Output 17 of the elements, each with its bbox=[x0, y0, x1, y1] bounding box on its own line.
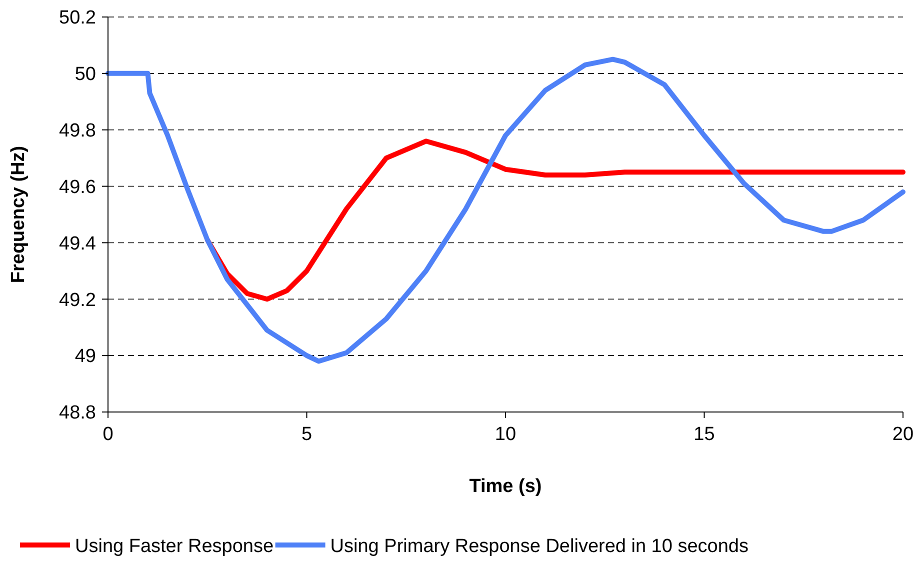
x-tick-label: 10 bbox=[494, 424, 516, 445]
y-tick-label: 49.6 bbox=[59, 176, 96, 198]
y-axis-title: Frequency (Hz) bbox=[8, 146, 29, 284]
x-tick-label: 15 bbox=[694, 424, 715, 445]
legend-label: Using Primary Response Delivered in 10 seconds bbox=[330, 536, 749, 557]
y-tick-label: 50 bbox=[74, 64, 96, 86]
y-tick-label: 50.2 bbox=[59, 8, 96, 29]
y-tick-label: 49 bbox=[74, 346, 96, 368]
legend-label: Using Faster Response bbox=[75, 536, 274, 557]
y-tick-label: 49.4 bbox=[59, 233, 96, 254]
y-tick-label: 49.8 bbox=[59, 120, 96, 142]
y-tick-label: 48.8 bbox=[59, 402, 96, 424]
y-tick-label: 49.2 bbox=[59, 290, 96, 311]
x-tick-label: 20 bbox=[892, 424, 914, 445]
x-tick-label: 5 bbox=[301, 424, 312, 445]
x-axis-title: Time (s) bbox=[469, 476, 542, 497]
x-tick-label: 0 bbox=[102, 424, 114, 445]
